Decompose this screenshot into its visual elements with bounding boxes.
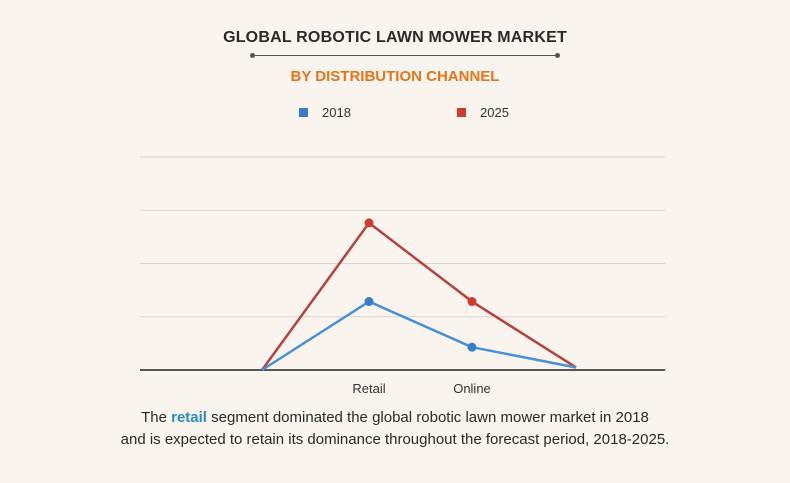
data-point-2018 bbox=[467, 342, 477, 352]
series-line-2018 bbox=[261, 300, 577, 372]
divider-dot-right bbox=[555, 53, 560, 58]
legend-label-2018: 2018 bbox=[322, 105, 351, 120]
legend-swatch-2025 bbox=[457, 108, 466, 117]
chart-caption: The retail segment dominated the global … bbox=[0, 407, 790, 451]
legend-swatch-2018 bbox=[299, 108, 308, 117]
data-point-2025 bbox=[467, 297, 477, 307]
series-line-2025 bbox=[260, 221, 577, 371]
divider-dot-left bbox=[250, 53, 255, 58]
legend-item-2025: 2025 bbox=[457, 105, 509, 120]
caption-highlight: retail bbox=[171, 409, 207, 426]
data-point-2025 bbox=[364, 218, 374, 228]
caption-line2: and is expected to retain its dominance … bbox=[120, 431, 670, 448]
caption-line1-rest: segment dominated the global robotic law… bbox=[206, 409, 649, 426]
x-tick-label: Retail bbox=[352, 381, 385, 396]
chart-subtitle: BY DISTRIBUTION CHANNEL bbox=[290, 68, 500, 85]
x-tick-label: Online bbox=[453, 381, 491, 396]
title-divider bbox=[250, 53, 560, 58]
legend-item-2018: 2018 bbox=[299, 105, 351, 120]
data-point-2018 bbox=[364, 297, 374, 307]
caption-prefix: The bbox=[141, 409, 172, 426]
chart-title: GLOBAL ROBOTIC LAWN MOWER MARKET bbox=[223, 29, 567, 46]
legend-label-2025: 2025 bbox=[480, 105, 509, 120]
